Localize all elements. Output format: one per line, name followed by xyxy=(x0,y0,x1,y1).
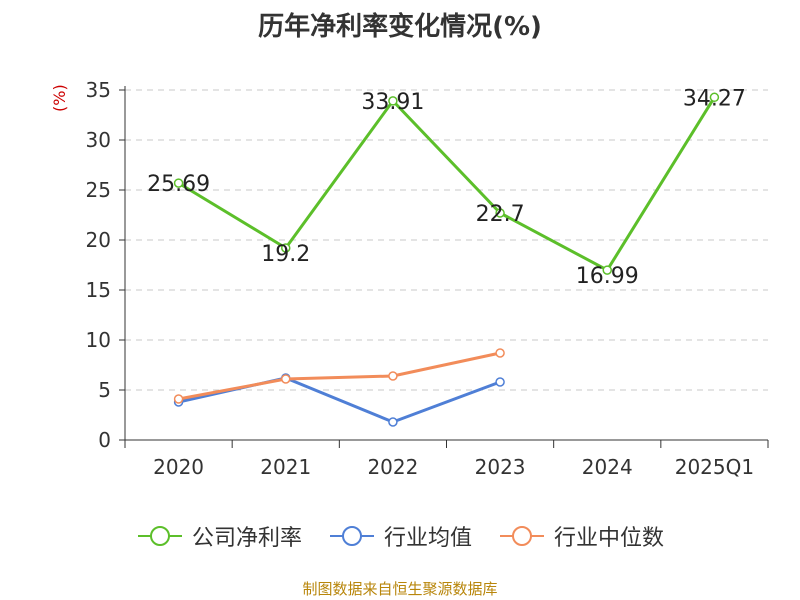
series-1-point xyxy=(281,243,291,253)
data-label: 16.99 xyxy=(576,264,639,289)
series-1-point xyxy=(495,208,505,218)
legend-item-series-1[interactable]: 公司净利率 xyxy=(136,520,302,552)
series-3-line xyxy=(178,351,501,401)
series-2-point xyxy=(495,377,505,387)
x-tick-label: 2022 xyxy=(367,455,418,479)
series-1-line xyxy=(177,96,716,272)
y-tick-label: 25 xyxy=(86,178,111,202)
legend-marker-circle xyxy=(149,526,170,546)
data-label: 19.2 xyxy=(261,242,310,267)
data-label: 34.27 xyxy=(683,86,746,111)
y-tick-label: 5 xyxy=(98,378,111,402)
legend-marker xyxy=(329,526,374,546)
y-tick-label: 0 xyxy=(98,428,111,452)
legend-label: 公司净利率 xyxy=(191,526,302,551)
series-3-point xyxy=(495,348,505,358)
series-3-point xyxy=(281,374,291,384)
series-2-point xyxy=(388,417,398,427)
legend: 公司净利率 行业均值 行业中位数 xyxy=(0,520,800,552)
source-note: 制图数据来自恒生聚源数据库 xyxy=(302,580,498,598)
data-label: 25.69 xyxy=(147,172,210,197)
x-tick-label: 2023 xyxy=(475,455,526,479)
x-tick-label: 2025Q1 xyxy=(675,455,754,479)
series-1-point xyxy=(709,92,720,103)
x-tick-label: 2020 xyxy=(153,455,204,479)
y-tick-label: 35 xyxy=(86,78,111,102)
chart-title: 历年净利率变化情况(%) xyxy=(258,12,542,42)
series-3-point xyxy=(388,371,398,381)
series-1-point xyxy=(602,265,612,275)
x-tick-label: 2024 xyxy=(582,455,633,479)
y-tick-label: 15 xyxy=(86,278,111,302)
legend-item-series-3[interactable]: 行业中位数 xyxy=(498,520,664,552)
legend-marker xyxy=(137,526,182,546)
series-3-point xyxy=(173,394,184,404)
data-label: 22.7 xyxy=(476,202,525,227)
legend-label: 行业中位数 xyxy=(554,526,665,551)
series-1-point xyxy=(388,96,398,106)
legend-marker-circle xyxy=(512,526,532,546)
x-tick-label: 2021 xyxy=(260,455,311,479)
y-tick-label: 10 xyxy=(86,328,111,352)
legend-marker-circle xyxy=(341,526,362,546)
series-1-point xyxy=(173,178,184,188)
legend-item-series-2[interactable]: 行业均值 xyxy=(328,520,472,552)
series-2-line xyxy=(178,376,501,424)
legend-label: 行业均值 xyxy=(383,526,472,551)
data-label: 33.91 xyxy=(361,90,424,115)
y-tick-label: 30 xyxy=(86,128,111,152)
legend-marker xyxy=(500,526,544,546)
y-tick-label: 20 xyxy=(86,228,111,252)
